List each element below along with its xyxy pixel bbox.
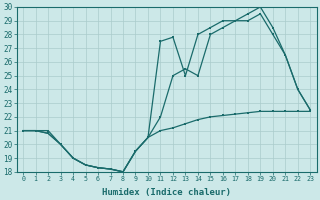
X-axis label: Humidex (Indice chaleur): Humidex (Indice chaleur) <box>102 188 231 197</box>
